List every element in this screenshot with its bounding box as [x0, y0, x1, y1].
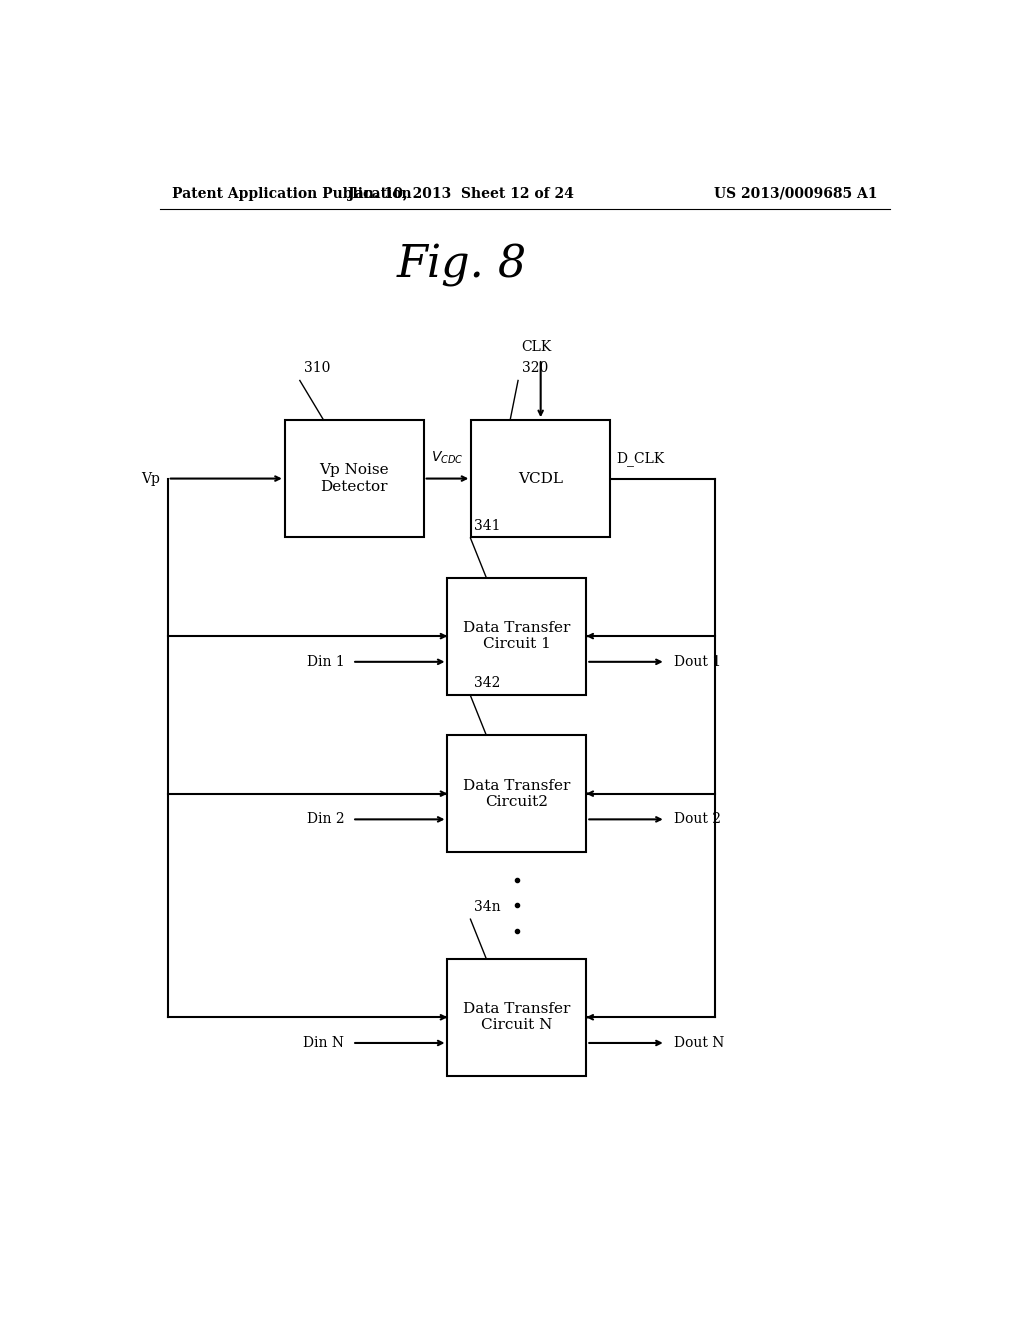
Text: VCDL: VCDL: [518, 471, 563, 486]
Text: Jan. 10, 2013  Sheet 12 of 24: Jan. 10, 2013 Sheet 12 of 24: [348, 187, 574, 201]
Text: $V_{CDC}$: $V_{CDC}$: [431, 450, 464, 466]
Text: Patent Application Publication: Patent Application Publication: [172, 187, 412, 201]
Bar: [447, 735, 587, 853]
Bar: [447, 578, 587, 694]
Text: 341: 341: [474, 519, 501, 533]
Text: D_CLK: D_CLK: [616, 451, 665, 466]
Text: Dout N: Dout N: [674, 1036, 724, 1049]
Bar: [285, 420, 424, 537]
Text: Fig. 8: Fig. 8: [396, 243, 526, 286]
Bar: [447, 958, 587, 1076]
Text: Din 2: Din 2: [306, 812, 344, 826]
Text: Dout 2: Dout 2: [674, 812, 721, 826]
Text: Data Transfer
Circuit2: Data Transfer Circuit2: [463, 779, 570, 809]
Text: 342: 342: [474, 676, 501, 690]
Text: Dout 1: Dout 1: [674, 655, 721, 669]
Text: CLK: CLK: [521, 341, 552, 354]
Text: US 2013/0009685 A1: US 2013/0009685 A1: [715, 187, 878, 201]
Bar: [471, 420, 610, 537]
Text: 320: 320: [522, 362, 548, 375]
Text: 310: 310: [304, 362, 330, 375]
Text: Vp: Vp: [141, 471, 160, 486]
Text: Din N: Din N: [303, 1036, 344, 1049]
Text: Data Transfer
Circuit N: Data Transfer Circuit N: [463, 1002, 570, 1032]
Text: Data Transfer
Circuit 1: Data Transfer Circuit 1: [463, 620, 570, 651]
Text: 34n: 34n: [474, 900, 501, 913]
Text: Din 1: Din 1: [306, 655, 344, 669]
Text: Vp Noise
Detector: Vp Noise Detector: [319, 463, 389, 494]
